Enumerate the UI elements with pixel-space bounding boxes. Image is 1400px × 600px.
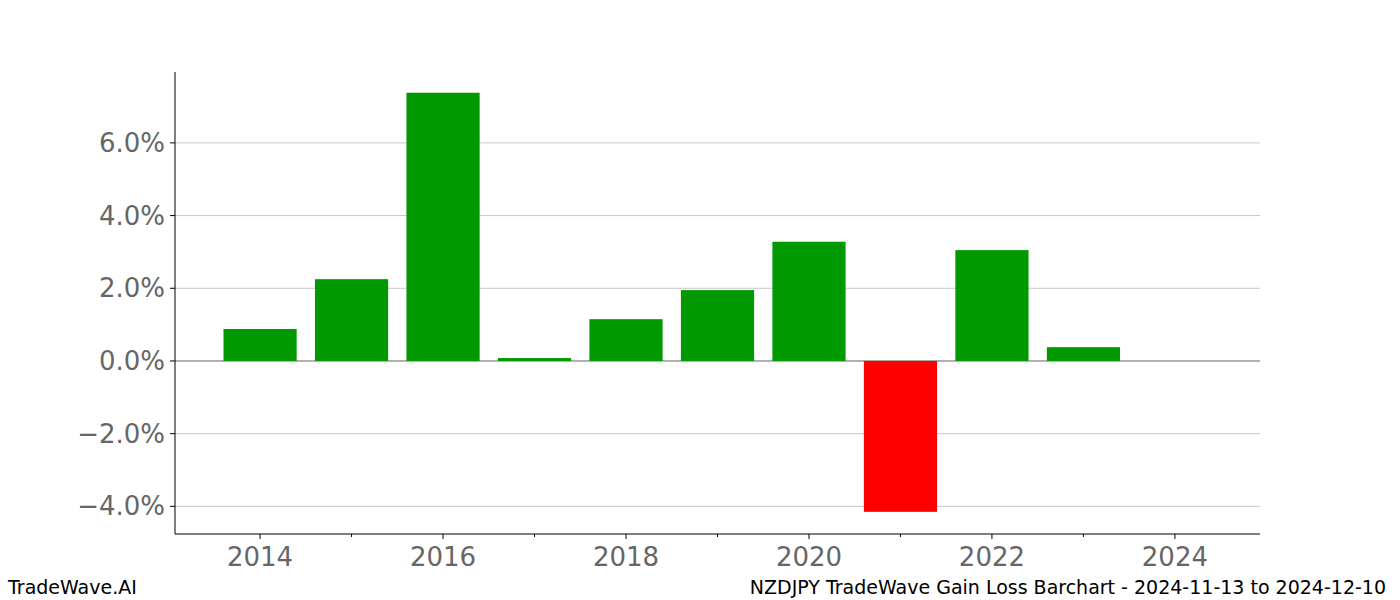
source: TradeWave.AI	[7, 576, 137, 598]
x-tick	[260, 534, 261, 539]
x-tick-label: 2022	[959, 542, 1025, 572]
grid-line	[175, 215, 1260, 216]
bar	[681, 290, 754, 361]
x-minor-tick	[717, 534, 718, 537]
x-minor-tick	[900, 534, 901, 537]
x-tick-label: 2016	[410, 542, 476, 572]
bars	[223, 93, 1120, 512]
x-minor-tick	[351, 534, 352, 537]
x-tick-label: 2024	[1142, 542, 1208, 572]
bar	[955, 250, 1028, 361]
y-tick	[170, 215, 175, 216]
x-tick	[443, 534, 444, 539]
grid-line	[175, 506, 1260, 507]
title: NZDJPY TradeWave Gain Loss Barchart - 20…	[750, 576, 1386, 598]
y-tick-label: 0.0%	[99, 346, 165, 376]
bar	[864, 361, 937, 512]
y-axis-line	[175, 72, 176, 534]
x-tick-label: 2020	[776, 542, 842, 572]
y-tick	[170, 433, 175, 434]
chart: −4.0% −2.0% 0.0% 2.0% 4.0% 6.0% 2014 2016 2018 20…	[0, 0, 1400, 600]
y-tick-label: 4.0%	[99, 201, 165, 231]
y-tick-label: 6.0%	[99, 128, 165, 158]
y-tick	[170, 360, 175, 361]
grid-line	[175, 433, 1260, 434]
bar	[589, 319, 662, 361]
x-minor-tick	[534, 534, 535, 537]
y-tick	[170, 506, 175, 507]
y-tick	[170, 288, 175, 289]
x-tick	[1174, 534, 1175, 539]
x-tick-label: 2018	[593, 542, 659, 572]
y-tick	[170, 142, 175, 143]
bar	[498, 358, 571, 361]
bar	[315, 279, 388, 361]
bar	[406, 93, 479, 361]
grid-line	[175, 142, 1260, 143]
bar	[772, 242, 845, 361]
x-tick	[991, 534, 992, 539]
x-tick	[808, 534, 809, 539]
x-tick	[626, 534, 627, 539]
y-tick-label: 2.0%	[99, 273, 165, 303]
bar	[223, 329, 296, 361]
y-tick-label: −4.0%	[77, 491, 165, 521]
x-tick-label: 2014	[227, 542, 293, 572]
x-minor-tick	[1083, 534, 1084, 537]
y-tick-label: −2.0%	[77, 419, 165, 449]
bar	[1047, 347, 1120, 361]
